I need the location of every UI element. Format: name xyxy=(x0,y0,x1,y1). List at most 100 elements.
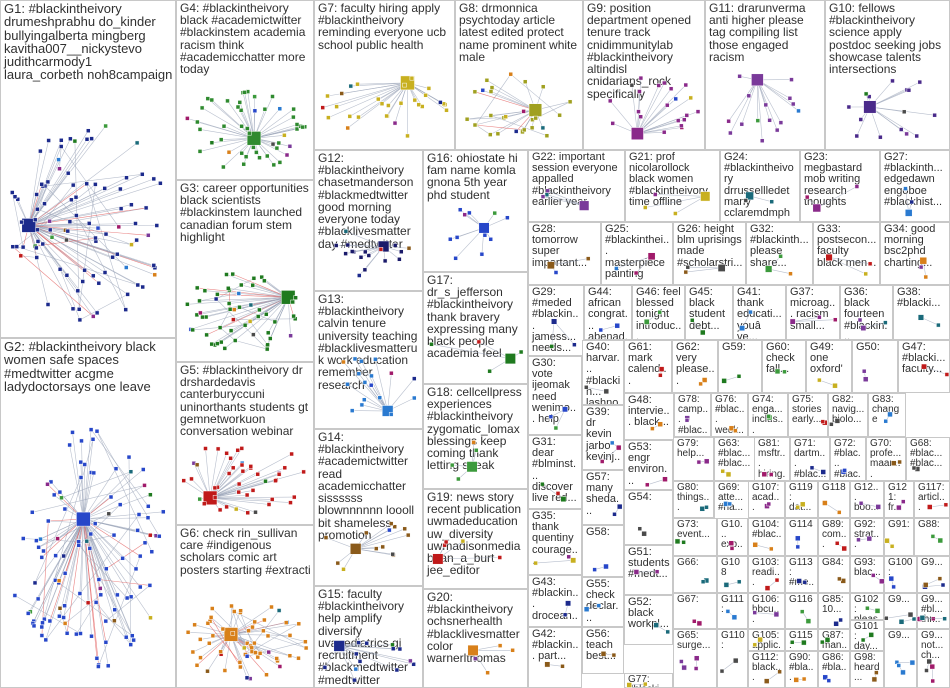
group-label-g109: G10... exp... xyxy=(721,519,743,556)
group-label-g4: G4: #blackintheivory black #academictwit… xyxy=(180,1,306,77)
group-label-g104: G104: #blac... xyxy=(752,519,782,551)
group-cell-g40: G40: harvar... #blackin... lashno... xyxy=(582,340,624,405)
group-label-g112: G112: black... xyxy=(752,652,781,684)
group-cell-g46: G46: feel blessed tonight introduc... xyxy=(632,285,685,340)
group-cell-g107: G107: acad... xyxy=(748,481,785,518)
group-cell-g81: G81: msftr... hiring... xyxy=(754,437,790,481)
group-label-g24: G24: #blackintheivory drrussellledet man… xyxy=(724,151,794,220)
group-cell-g67: G67: xyxy=(673,593,717,629)
group-label-g72: G72: #blac... #blac... xyxy=(834,438,861,480)
group-cell-g2: G2: #blackintheivory black women safe sp… xyxy=(0,338,176,688)
group-cell-g73: G73: event... xyxy=(673,518,717,556)
group-cell-g22: G22: important session everyone appalled… xyxy=(528,150,625,222)
group-label-g50: G50: xyxy=(856,341,880,353)
group-cell-g20: G20: #blackintheivory ochsnerhealth #bla… xyxy=(423,589,528,688)
group-cell-g23: G23: megbastard mob writing research tho… xyxy=(800,150,880,222)
group-cell-g65: G65: surge... xyxy=(673,629,717,688)
group-cell-g37: G37: microag... racism small... xyxy=(786,285,840,340)
group-label-g53: G53: engr environ... xyxy=(628,441,668,487)
group-label-g78: G78: camp... #blac... xyxy=(678,394,709,436)
group-cell-g115: G115: #bl... xyxy=(785,629,818,651)
group-label-g44: G44: african congrat... abenad... xyxy=(588,286,628,340)
group-cell-g43: G43: #blackin... drocean... xyxy=(528,575,582,627)
group-cell-g88: G88: xyxy=(914,518,950,556)
group-cell-g85: G85: 10... xyxy=(818,593,850,629)
group-cell-g53: G53: engr environ... xyxy=(624,440,673,490)
group-cell-g118: G118 xyxy=(818,481,850,518)
group-label-g7: G7: faculty hiring apply #blackintheivor… xyxy=(318,1,447,52)
group-cell-g68: G68: #blac... #blac... xyxy=(906,437,950,481)
group-label-g5: G5: #blackintheivory dr drshardedavis ca… xyxy=(180,363,309,439)
group-label-g19: G19: news story recent publication uwmad… xyxy=(427,490,522,578)
group-label-g28: G28: tomorrow super important... xyxy=(532,223,588,269)
group-label-g71: G71: dartm... #blac... xyxy=(794,438,827,480)
group-cell-g89: G89: com... xyxy=(818,518,850,556)
group-cell-g27: G27: #blackinth... edgedawn engoboe #bla… xyxy=(880,150,950,222)
group-label-g93: G93: blac... xyxy=(854,557,881,579)
group-label-g13: G13: #blackintheivory calvin tenure univ… xyxy=(318,292,418,392)
group-label-g21: G21: prof nicolarollock black women #bla… xyxy=(629,151,708,208)
group-label-g86: G86: #bla... xyxy=(822,652,847,684)
group-cell-g91: G91: xyxy=(884,518,914,556)
group-label-g43: G43: #blackin... drocean... xyxy=(532,576,579,627)
group-label-g11: G11: drarunverma anti higher please tag … xyxy=(709,1,806,64)
group-cell-g120: G12... boo... xyxy=(850,481,884,518)
group-label-g65: G65: surge... xyxy=(677,630,711,652)
group-cell-g116: G116 xyxy=(785,593,818,629)
group-cell-g109: G10... exp... xyxy=(717,518,748,556)
group-label-g40: G40: harvar... #blackin... lashno... xyxy=(586,341,621,405)
group-label-g31: G31: dear #blminst... discover live red.… xyxy=(532,436,577,505)
group-label-g79: G79: help... xyxy=(677,438,705,460)
group-cell-g4: G4: #blackintheivory black #academictwit… xyxy=(176,0,314,180)
group-cell-g12: G12: #blackintheivory chasetmanderson #b… xyxy=(314,150,423,291)
group-label-g30: G30: vote ijeomak need wenimo... help xyxy=(532,357,577,426)
group-label-g1: G1: #blackintheivory drumeshprabhu do_ki… xyxy=(4,1,173,83)
group-cell-g29: G29: #meded #blackin... jamess... needs.… xyxy=(528,285,584,356)
group-label-g45: G45: black student debt... xyxy=(689,286,726,332)
group-cell-g1: G1: #blackintheivory drumeshprabhu do_ki… xyxy=(0,0,176,338)
group-cell-g108: G108 xyxy=(717,556,748,593)
group-cell-g90: G90: #bla... xyxy=(785,651,818,688)
group-label-g111: G111: xyxy=(721,594,744,616)
group-cell-g17: G17: dr_s_jefferson #blackintheivory tha… xyxy=(423,272,528,384)
group-label-g59: G59: xyxy=(722,341,746,353)
group-label-g119: G119: dat... xyxy=(789,482,813,514)
group-label-g47: G47: #blacki... faculty... xyxy=(902,341,946,376)
group-label-g113: G113: #me... xyxy=(789,557,815,592)
group-label-g62: G62: very please... xyxy=(676,341,715,387)
group-label-g6: G6: check rin_sullivan care #indigenous … xyxy=(180,526,311,577)
group-cell-g3: G3: career opportunities black scientist… xyxy=(176,180,314,362)
group-cell-g16: G16: ohiostate hi fam name komla gnona 5… xyxy=(423,150,528,272)
group-label-g67: G67: xyxy=(677,594,699,605)
group-label-g105: G105: applic... xyxy=(752,630,781,651)
group-label-g60: G60: check fall... xyxy=(766,341,795,376)
group-label-g114: G114 xyxy=(789,519,813,530)
group-cell-g39: G39: dr kevin jarbo kevinj... xyxy=(582,405,624,470)
group-label-g81: G81: msftr... hiring... xyxy=(758,438,786,480)
group-cell-g6: G6: check rin_sullivan care #indigenous … xyxy=(176,525,314,688)
group-label-g12: G12: #blackintheivory chasetmanderson #b… xyxy=(318,151,414,251)
group-label-g15: G15: faculty #blackintheivory help ampli… xyxy=(318,587,409,687)
group-cell-g77: G77: #blacki... xyxy=(624,673,673,688)
group-cell-g121: G121: fr... xyxy=(884,481,914,518)
group-label-g34: G34: good morning bsc2phd charting... xyxy=(884,223,936,269)
group-label-g10: G10: fellows #blackintheivory science ap… xyxy=(829,1,942,77)
group-cell-g11: G11: drarunverma anti higher please tag … xyxy=(705,0,825,150)
group-cell-g49: G49: one oxford' xyxy=(806,340,852,393)
group-cell-g74: G74: enga... inclus... xyxy=(748,393,788,437)
group-label-g102: G102: pleas... xyxy=(854,594,881,620)
group-cell-g119: G119: dat... xyxy=(785,481,818,518)
group-cell-g28: G28: tomorrow super important... xyxy=(528,222,601,285)
group-cell-g7: G7: faculty hiring apply #blackintheivor… xyxy=(314,0,455,150)
group-cell-g75: G75: stories early... xyxy=(788,393,828,437)
group-label-g42: G42: #blackin... part... xyxy=(532,628,579,663)
group-label-g16: G16: ohiostate hi fam name komla gnona 5… xyxy=(427,151,518,202)
group-cell-g44: G44: african congrat... abenad... xyxy=(584,285,632,340)
group-label-g2: G2: #blackintheivory black women safe sp… xyxy=(4,339,156,394)
group-cell-g92: G92: strat... xyxy=(850,518,884,556)
group-cell-g21: G21: prof nicolarollock black women #bla… xyxy=(625,150,720,222)
group-cell-g9z: G9... xyxy=(884,593,917,629)
group-cell-g5: G5: #blackintheivory dr drshardedavis ca… xyxy=(176,362,314,525)
group-cell-g72: G72: #blac... #blac... xyxy=(830,437,866,481)
group-label-g107: G107: acad... xyxy=(752,482,780,514)
